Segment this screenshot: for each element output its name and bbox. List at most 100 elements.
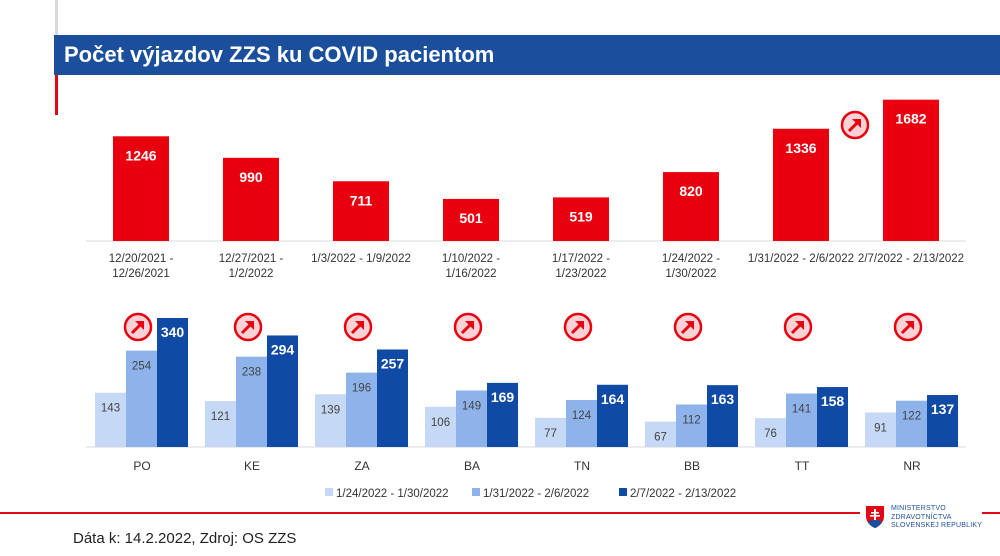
bar	[126, 350, 157, 447]
bar	[157, 318, 188, 447]
legend-label: 1/31/2022 - 2/6/2022	[483, 488, 589, 500]
bar	[205, 401, 236, 447]
data-label: 164	[601, 391, 625, 407]
data-label: 990	[239, 169, 263, 185]
trend-up-icon-arrow	[130, 323, 142, 335]
data-label: 238	[242, 367, 261, 379]
bar	[333, 181, 389, 241]
data-label: 1246	[125, 147, 156, 163]
data-label: 149	[462, 400, 481, 412]
bar	[456, 390, 487, 447]
bar	[315, 394, 346, 447]
footer-divider	[970, 512, 1000, 514]
ministry-logo: MINISTERSTVO ZDRAVOTNÍCTVA SLOVENSKEJ RE…	[865, 505, 983, 531]
x-tick-label: 1/31/2022 - 2/6/2022	[748, 253, 854, 265]
bar	[817, 387, 848, 447]
bar	[896, 400, 927, 447]
data-label: 1682	[895, 111, 926, 127]
trend-up-icon-arrow	[570, 323, 582, 335]
trend-up-icon-arrow	[465, 321, 474, 330]
trend-up-icon-arrow	[350, 323, 362, 335]
data-label: 294	[271, 341, 295, 357]
trend-up-icon-arrow	[795, 321, 804, 330]
coat-of-arms-icon	[866, 506, 884, 528]
x-tick-label: 1/16/2022	[445, 268, 496, 280]
x-tick-label: TN	[574, 459, 590, 473]
x-tick-label: 2/7/2022 - 2/13/2022	[858, 253, 964, 265]
bar	[676, 404, 707, 447]
bar	[236, 356, 267, 447]
bar	[865, 412, 896, 447]
legend-swatch	[472, 488, 480, 496]
bar	[535, 417, 566, 447]
x-tick-label: 1/17/2022 -	[552, 253, 610, 265]
legend-swatch	[619, 488, 627, 496]
bar	[597, 384, 628, 447]
trend-up-icon-arrow	[685, 321, 694, 330]
trend-up-icon-arrow	[905, 321, 914, 330]
data-label: 711	[350, 192, 373, 208]
x-tick-label: NR	[903, 459, 921, 473]
data-label: 340	[161, 324, 185, 340]
data-label: 124	[572, 410, 592, 422]
trend-up-icon-arrow	[847, 121, 859, 133]
trend-up-icon-arrow	[900, 323, 912, 335]
x-tick-label: ZA	[354, 459, 369, 473]
trend-up-icon-arrow	[680, 323, 692, 335]
data-label: 257	[381, 355, 405, 371]
trend-up-icon-arrow	[852, 119, 861, 128]
data-label: 76	[764, 428, 777, 440]
bar	[707, 385, 738, 447]
bar	[645, 421, 676, 447]
decor-line	[55, 75, 58, 115]
data-label: 106	[431, 417, 450, 429]
legend-label: 1/24/2022 - 1/30/2022	[336, 488, 449, 500]
x-tick-label: 1/2/2022	[229, 268, 274, 280]
bar	[113, 136, 169, 241]
x-tick-label: TT	[795, 459, 810, 473]
x-tick-label: 1/23/2022	[555, 268, 606, 280]
trend-up-icon-arrow	[245, 321, 254, 330]
legend-swatch	[325, 488, 333, 496]
trend-up-icon-arrow	[240, 323, 252, 335]
trend-up-icon-arrow	[460, 323, 472, 335]
bar	[223, 157, 279, 241]
x-tick-label: PO	[133, 459, 150, 473]
bar	[927, 395, 958, 447]
x-tick-label: KE	[244, 459, 260, 473]
data-label: 196	[352, 383, 371, 395]
x-tick-label: BB	[684, 459, 700, 473]
data-label: 67	[654, 432, 667, 444]
data-label: 519	[569, 208, 593, 224]
x-tick-label: BA	[464, 459, 480, 473]
data-label: 91	[874, 422, 887, 434]
trend-up-icon-arrow	[355, 321, 364, 330]
logo-text: SLOVENSKEJ REPUBLIKY	[891, 522, 983, 529]
x-tick-label: 1/10/2022 -	[442, 253, 500, 265]
bar	[663, 172, 719, 241]
legend-label: 2/7/2022 - 2/13/2022	[630, 488, 736, 500]
bar	[487, 382, 518, 447]
data-label: 121	[211, 411, 230, 423]
data-label: 158	[821, 393, 845, 409]
bar	[95, 392, 126, 447]
trend-up-icon-arrow	[575, 321, 584, 330]
data-label: 141	[792, 404, 811, 416]
bar	[267, 335, 298, 447]
data-label: 112	[682, 415, 700, 427]
x-tick-label: 12/20/2021 -	[109, 253, 174, 265]
x-tick-label: 1/30/2022	[665, 268, 716, 280]
data-label: 820	[679, 183, 703, 199]
logo-text: ZDRAVOTNÍCTVA	[891, 513, 952, 521]
bar	[755, 418, 786, 447]
logo-text: MINISTERSTVO	[891, 505, 946, 512]
trend-up-icon-arrow	[135, 321, 144, 330]
data-label: 501	[459, 210, 483, 226]
source-note: Dáta k: 14.2.2022, Zdroj: OS ZZS	[73, 530, 297, 547]
page-title: Počet výjazdov ZZS ku COVID pacientom	[54, 35, 1000, 75]
data-label: 122	[902, 411, 921, 423]
bar	[425, 406, 456, 447]
decor-line	[55, 0, 58, 35]
trend-up-icon-arrow	[790, 323, 802, 335]
